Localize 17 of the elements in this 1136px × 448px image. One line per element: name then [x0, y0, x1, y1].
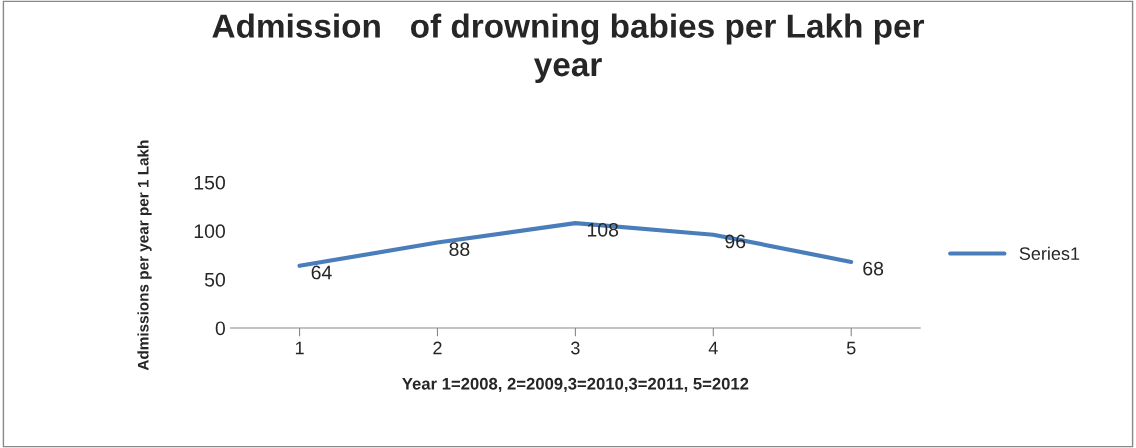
data-label: 64	[311, 265, 332, 280]
x-tick-label: 3	[571, 341, 580, 355]
y-tick-label: 50	[204, 272, 225, 287]
data-label: 68	[863, 261, 884, 276]
legend-label: Series1	[1019, 246, 1080, 260]
x-tick-label: 2	[433, 341, 442, 355]
data-label: 108	[587, 222, 619, 237]
y-tick-label: 150	[194, 175, 225, 190]
chart-title: Admission of drowning babies per Lakh per year	[212, 13, 925, 83]
data-label: 88	[449, 242, 470, 257]
x-tick-label: 4	[708, 341, 718, 355]
x-tick-label: 5	[846, 341, 856, 355]
y-axis-title: Admissions per year per 1 Lakh	[137, 140, 152, 371]
y-tick-label: 100	[194, 224, 225, 239]
y-tick-label: 0	[215, 321, 225, 336]
x-tick-label: 1	[295, 341, 304, 355]
x-axis-title: Year 1=2008, 2=2009,3=2010,3=2011, 5=2012	[402, 377, 749, 393]
